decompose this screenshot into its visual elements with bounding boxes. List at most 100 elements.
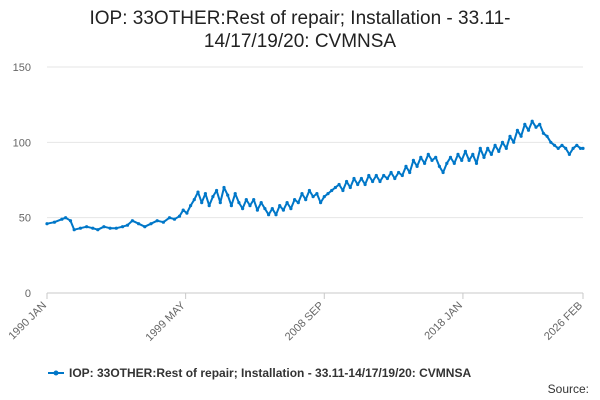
data-point[interactable] — [419, 155, 423, 159]
data-point[interactable] — [363, 182, 367, 187]
data-point[interactable] — [211, 195, 215, 199]
data-point[interactable] — [307, 188, 311, 193]
data-point[interactable] — [185, 211, 189, 215]
data-point[interactable] — [471, 152, 475, 156]
data-point[interactable] — [233, 192, 237, 196]
data-point[interactable] — [556, 146, 560, 150]
data-point[interactable] — [267, 213, 271, 217]
data-point[interactable] — [385, 176, 389, 181]
data-point[interactable] — [319, 201, 323, 205]
data-point[interactable] — [560, 143, 564, 147]
data-point[interactable] — [541, 131, 546, 135]
data-point[interactable] — [549, 140, 553, 144]
data-point[interactable] — [215, 188, 219, 193]
data-point[interactable] — [337, 182, 341, 187]
data-point[interactable] — [222, 185, 226, 190]
data-point[interactable] — [108, 226, 112, 230]
data-point[interactable] — [203, 192, 207, 196]
data-point[interactable] — [500, 140, 505, 144]
data-point[interactable] — [192, 198, 196, 202]
data-point[interactable] — [474, 161, 479, 165]
data-point[interactable] — [397, 170, 401, 175]
data-point[interactable] — [434, 155, 438, 159]
data-point[interactable] — [64, 216, 68, 220]
data-point[interactable] — [330, 188, 334, 193]
data-point[interactable] — [493, 143, 497, 147]
data-point[interactable] — [137, 222, 141, 226]
data-point[interactable] — [430, 158, 434, 162]
data-point[interactable] — [172, 217, 177, 221]
data-point[interactable] — [200, 201, 204, 205]
data-point[interactable] — [304, 198, 308, 202]
data-point[interactable] — [96, 228, 100, 232]
data-point[interactable] — [571, 146, 575, 150]
data-point[interactable] — [519, 134, 523, 138]
data-point[interactable] — [530, 119, 534, 123]
data-point[interactable] — [68, 219, 73, 223]
data-point[interactable] — [237, 201, 241, 205]
data-point[interactable] — [482, 155, 486, 159]
data-point[interactable] — [437, 164, 441, 168]
data-point[interactable] — [161, 220, 165, 224]
data-point[interactable] — [252, 198, 256, 202]
data-point[interactable] — [371, 179, 375, 184]
data-point[interactable] — [564, 146, 568, 150]
data-point[interactable] — [341, 188, 345, 193]
data-point[interactable] — [226, 193, 230, 197]
data-point[interactable] — [296, 201, 300, 205]
data-point[interactable] — [508, 134, 512, 138]
data-point[interactable] — [460, 158, 464, 162]
data-point[interactable] — [315, 192, 319, 196]
data-point[interactable] — [285, 201, 289, 205]
data-point[interactable] — [456, 152, 460, 156]
data-point[interactable] — [300, 192, 304, 196]
legend[interactable]: IOP: 33OTHER:Rest of repair; Installatio… — [48, 366, 471, 380]
data-point[interactable] — [575, 143, 579, 147]
data-point[interactable] — [463, 149, 467, 153]
data-point[interactable] — [345, 179, 349, 184]
data-point[interactable] — [130, 219, 134, 223]
data-point[interactable] — [85, 225, 89, 229]
data-point[interactable] — [404, 164, 408, 168]
data-point[interactable] — [378, 179, 382, 184]
data-point[interactable] — [356, 182, 360, 187]
data-point[interactable] — [149, 222, 153, 226]
data-point[interactable] — [72, 228, 76, 232]
data-point[interactable] — [125, 223, 130, 227]
data-point[interactable] — [526, 128, 531, 132]
data-point[interactable] — [348, 185, 352, 190]
data-point[interactable] — [411, 158, 415, 162]
data-point[interactable] — [196, 190, 200, 194]
data-point[interactable] — [60, 217, 64, 221]
data-point[interactable] — [218, 201, 222, 205]
data-point[interactable] — [241, 207, 245, 211]
data-point[interactable] — [244, 198, 248, 202]
data-point[interactable] — [155, 219, 159, 223]
data-point[interactable] — [467, 158, 471, 162]
data-point[interactable] — [515, 128, 520, 132]
data-point[interactable] — [259, 201, 263, 205]
data-point[interactable] — [445, 161, 449, 165]
data-point[interactable] — [478, 146, 482, 150]
data-point[interactable] — [400, 173, 404, 178]
data-point[interactable] — [120, 225, 125, 229]
data-point[interactable] — [393, 176, 397, 181]
data-point[interactable] — [415, 164, 419, 168]
data-point[interactable] — [426, 152, 430, 156]
data-point[interactable] — [441, 170, 445, 175]
data-point[interactable] — [281, 208, 285, 212]
data-point[interactable] — [538, 122, 542, 126]
data-point[interactable] — [289, 207, 293, 211]
data-point[interactable] — [255, 208, 259, 212]
data-point[interactable] — [293, 198, 297, 202]
data-point[interactable] — [423, 161, 427, 165]
data-point[interactable] — [114, 226, 118, 230]
data-point[interactable] — [102, 225, 106, 229]
data-point[interactable] — [229, 204, 233, 208]
data-point[interactable] — [552, 143, 557, 147]
data-point[interactable] — [408, 170, 412, 175]
data-point[interactable] — [452, 161, 456, 165]
data-point[interactable] — [333, 185, 337, 190]
data-point[interactable] — [52, 220, 57, 224]
data-point[interactable] — [534, 125, 538, 129]
